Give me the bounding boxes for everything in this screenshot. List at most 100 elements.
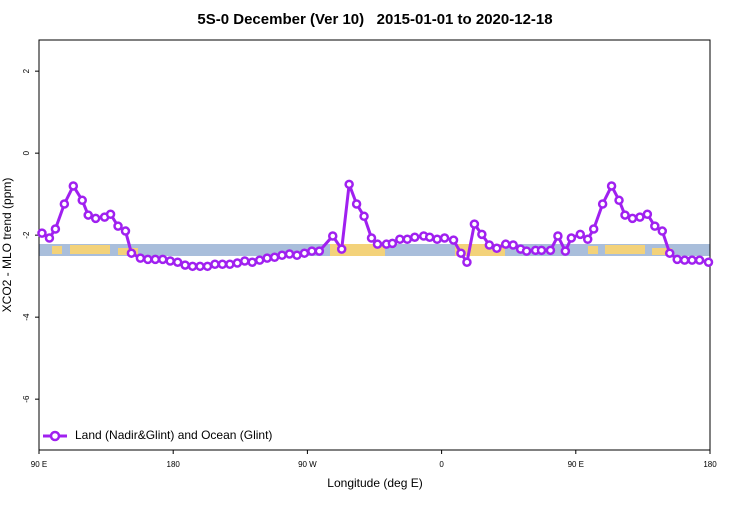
point <box>165 256 175 266</box>
point <box>620 210 630 220</box>
point <box>68 181 79 191</box>
point <box>410 232 420 242</box>
land <box>588 246 598 254</box>
point <box>277 250 287 260</box>
point <box>247 257 257 267</box>
point <box>372 239 383 249</box>
legend-label: Land (Nadir&Glint) and Ocean (Glint) <box>75 428 272 442</box>
x-tick-label: 0 <box>439 460 444 469</box>
point <box>37 228 47 238</box>
point <box>672 254 682 265</box>
point <box>545 245 556 256</box>
point <box>225 259 235 270</box>
point <box>351 199 362 209</box>
point <box>126 248 137 258</box>
y-tick-label: 2 <box>22 68 31 73</box>
x-tick-label: 90 E <box>31 460 47 469</box>
point <box>679 255 690 265</box>
point <box>387 238 398 249</box>
point <box>588 224 599 234</box>
land <box>605 245 645 254</box>
y-tick-label: -2 <box>22 231 31 239</box>
y-tick-label: 0 <box>22 150 31 155</box>
point <box>402 234 413 245</box>
point <box>642 209 653 219</box>
point <box>500 239 511 249</box>
point <box>462 257 472 267</box>
point <box>439 233 450 243</box>
y-tick-label: -4 <box>22 313 31 321</box>
land <box>52 246 62 254</box>
point <box>597 199 608 209</box>
point <box>59 199 70 209</box>
point <box>635 212 645 222</box>
point <box>336 244 347 254</box>
plot-frame <box>38 39 711 451</box>
land <box>70 245 110 254</box>
point <box>703 257 714 267</box>
point <box>575 229 586 240</box>
point <box>553 231 563 241</box>
x-tick-label: 90 E <box>568 460 584 469</box>
point <box>477 229 487 240</box>
point <box>262 253 272 263</box>
land <box>652 248 672 255</box>
point <box>90 213 101 224</box>
point <box>469 219 480 229</box>
point <box>254 255 265 265</box>
point <box>536 245 547 256</box>
y-axis-label: XCO2 - MLO trend (ppm) <box>0 178 14 313</box>
point <box>77 195 87 206</box>
point <box>83 210 93 220</box>
x-tick-label: 180 <box>703 460 717 469</box>
point <box>344 179 354 190</box>
point <box>566 233 577 243</box>
point <box>508 240 518 250</box>
point <box>143 254 153 265</box>
y-tick-label: -6 <box>22 395 31 403</box>
point <box>359 211 369 222</box>
point <box>664 248 675 258</box>
point <box>135 253 146 263</box>
point <box>180 260 190 270</box>
point <box>307 246 317 256</box>
point <box>366 233 377 243</box>
point <box>158 254 168 265</box>
point <box>150 254 161 265</box>
point <box>210 259 220 270</box>
point <box>292 250 302 260</box>
point <box>299 248 310 258</box>
point <box>484 240 495 250</box>
point <box>606 181 617 191</box>
point <box>327 231 338 241</box>
point <box>284 249 295 259</box>
point <box>432 234 442 245</box>
point <box>172 257 183 267</box>
point <box>614 195 624 206</box>
point <box>492 243 502 254</box>
point <box>232 258 243 268</box>
point <box>50 224 61 234</box>
point <box>456 248 466 258</box>
point <box>105 209 116 219</box>
point <box>187 261 198 272</box>
point <box>657 226 668 236</box>
point <box>202 261 213 272</box>
legend-marker <box>49 430 61 442</box>
point <box>687 255 697 265</box>
point <box>448 235 459 245</box>
chart-title: 5S-0 December (Ver 10) 2015-01-01 to 202… <box>197 11 552 28</box>
point <box>195 261 205 272</box>
point <box>269 252 280 263</box>
point <box>314 246 325 256</box>
point <box>694 255 705 265</box>
point <box>560 246 571 256</box>
point <box>44 233 55 243</box>
point <box>521 246 532 256</box>
x-axis-label: Longitude (deg E) <box>327 476 422 490</box>
point <box>650 221 660 231</box>
point <box>424 232 435 242</box>
point <box>582 234 593 245</box>
